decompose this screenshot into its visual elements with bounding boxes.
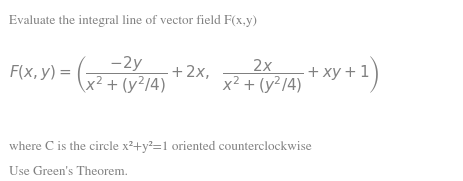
Text: where C is the circle x²+y²=1 oriented counterclockwise: where C is the circle x²+y²=1 oriented c… [9,141,312,153]
Text: Evaluate the integral line of vector field F(x,y): Evaluate the integral line of vector fie… [9,14,257,27]
Text: Use Green's Theorem.: Use Green's Theorem. [9,167,128,178]
Text: $F(x, y) = \left(\dfrac{-2y}{x^2 + (y^2/4)} + 2x,\ \ \dfrac{2x}{x^2 + (y^2/4)} +: $F(x, y) = \left(\dfrac{-2y}{x^2 + (y^2/… [9,54,380,96]
